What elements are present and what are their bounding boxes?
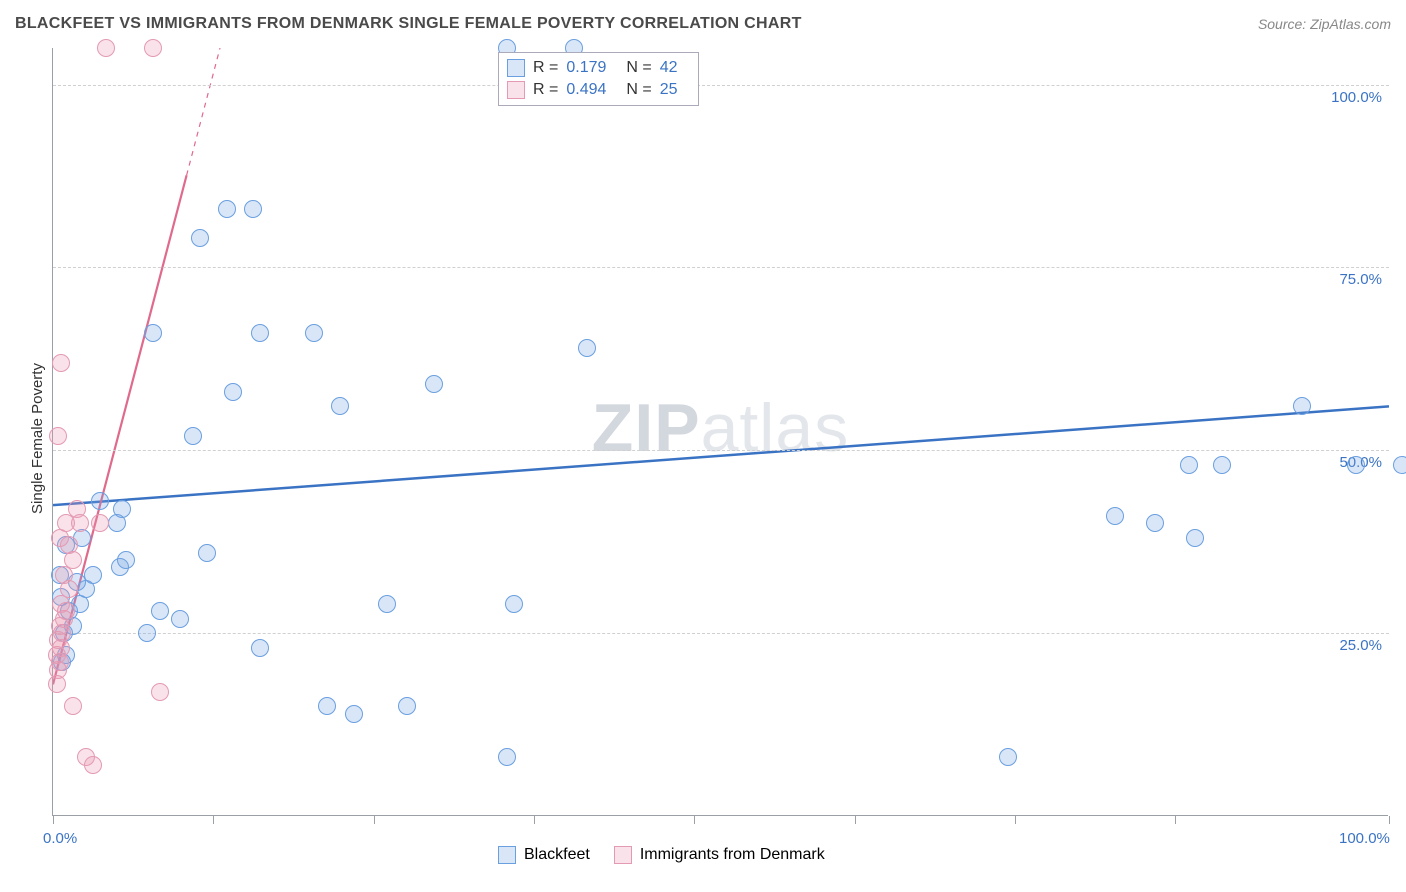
data-point [91,492,109,510]
data-point [251,639,269,657]
x-tick [534,816,535,824]
x-tick [213,816,214,824]
n-value: 25 [660,81,678,99]
stats-row: R = 0.494 N = 25 [507,79,690,101]
series-swatch [507,81,525,99]
data-point [425,375,443,393]
data-point [91,514,109,532]
data-point [1393,456,1406,474]
data-point [578,339,596,357]
data-point [999,748,1017,766]
watermark: ZIPatlas [592,389,849,467]
series-swatch [507,59,525,77]
data-point [71,514,89,532]
stats-legend-box: R = 0.179 N = 42 R = 0.494 N = 25 [498,52,699,106]
gridline [53,85,1389,86]
data-point [84,566,102,584]
data-point [198,544,216,562]
gridline [53,633,1389,634]
data-point [97,39,115,57]
data-point [498,748,516,766]
data-point [84,756,102,774]
legend-swatch [498,846,516,864]
data-point [171,610,189,628]
data-point [378,595,396,613]
data-point [1180,456,1198,474]
data-point [345,705,363,723]
data-point [52,354,70,372]
n-label: N = [626,81,651,99]
data-point [1186,529,1204,547]
legend-swatch [614,846,632,864]
data-point [1146,514,1164,532]
r-value: 0.494 [566,81,606,99]
x-tick-label: 100.0% [1339,830,1390,847]
legend-label: Immigrants from Denmark [640,846,825,864]
data-point [113,500,131,518]
data-point [64,697,82,715]
y-axis-label: Single Female Poverty [29,363,46,514]
data-point [117,551,135,569]
r-label: R = [533,81,558,99]
data-point [251,324,269,342]
data-point [49,427,67,445]
x-tick [1175,816,1176,824]
data-point [398,697,416,715]
watermark-atlas: atlas [701,390,850,466]
legend-item: Blackfeet [498,846,590,864]
data-point [151,683,169,701]
y-tick-label: 100.0% [1331,89,1382,106]
data-point [144,39,162,57]
data-point [244,200,262,218]
r-value: 0.179 [566,59,606,77]
series-legend: Blackfeet Immigrants from Denmark [498,846,825,864]
data-point [184,427,202,445]
n-label: N = [626,59,651,77]
gridline [53,450,1389,451]
data-point [331,397,349,415]
x-tick [694,816,695,824]
data-point [1347,456,1365,474]
stats-row: R = 0.179 N = 42 [507,57,690,79]
plot-area: ZIPatlas 25.0%50.0%75.0%100.0%0.0%100.0% [52,48,1388,816]
data-point [144,324,162,342]
x-tick [1389,816,1390,824]
data-point [505,595,523,613]
data-point [318,697,336,715]
data-point [218,200,236,218]
r-label: R = [533,59,558,77]
data-point [191,229,209,247]
data-point [1106,507,1124,525]
data-point [138,624,156,642]
n-value: 42 [660,59,678,77]
x-tick [374,816,375,824]
legend-item: Immigrants from Denmark [614,846,825,864]
x-tick [53,816,54,824]
x-tick [1015,816,1016,824]
legend-label: Blackfeet [524,846,590,864]
gridline [53,267,1389,268]
chart-title: BLACKFEET VS IMMIGRANTS FROM DENMARK SIN… [15,15,802,33]
data-point [1213,456,1231,474]
x-tick-label: 0.0% [43,830,77,847]
data-point [1293,397,1311,415]
watermark-zip: ZIP [592,390,701,466]
data-point [151,602,169,620]
data-point [305,324,323,342]
source-label: Source: ZipAtlas.com [1258,16,1391,32]
y-tick-label: 75.0% [1339,271,1382,288]
trend-lines [53,48,1389,816]
y-tick-label: 25.0% [1339,637,1382,654]
data-point [224,383,242,401]
x-tick [855,816,856,824]
